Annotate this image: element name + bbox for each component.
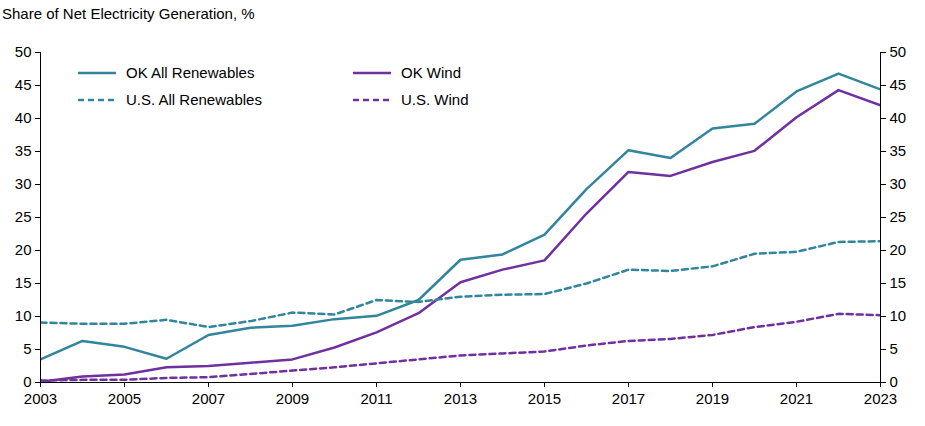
svg-text:35: 35 bbox=[890, 142, 907, 159]
svg-text:2003: 2003 bbox=[24, 390, 57, 407]
svg-text:2019: 2019 bbox=[696, 390, 729, 407]
svg-text:5: 5 bbox=[23, 340, 31, 357]
svg-text:2009: 2009 bbox=[276, 390, 309, 407]
svg-text:35: 35 bbox=[15, 142, 32, 159]
svg-text:2015: 2015 bbox=[528, 390, 561, 407]
html-text:U.S. Wind: U.S. Wind bbox=[401, 91, 469, 108]
svg-text:10: 10 bbox=[15, 307, 32, 324]
svg-text:30: 30 bbox=[15, 175, 32, 192]
svg-text:15: 15 bbox=[15, 274, 32, 291]
svg-text:2007: 2007 bbox=[192, 390, 225, 407]
svg-text:40: 40 bbox=[15, 109, 32, 126]
svg-text:20: 20 bbox=[890, 241, 907, 258]
html-text:OK All Renewables: OK All Renewables bbox=[126, 64, 255, 81]
html-text:U.S. All Renewables: U.S. All Renewables bbox=[126, 91, 262, 108]
html-text:OK Wind: OK Wind bbox=[401, 64, 461, 81]
svg-text:45: 45 bbox=[15, 76, 32, 93]
svg-text:25: 25 bbox=[15, 208, 32, 225]
svg-text:2005: 2005 bbox=[108, 390, 141, 407]
svg-text:20: 20 bbox=[15, 241, 32, 258]
svg-text:2017: 2017 bbox=[612, 390, 645, 407]
svg-text:0: 0 bbox=[890, 373, 898, 390]
svg-text:10: 10 bbox=[890, 307, 907, 324]
html-text:Share of Net Electricity Gener: Share of Net Electricity Generation, % bbox=[2, 5, 255, 22]
svg-text:2021: 2021 bbox=[780, 390, 813, 407]
svg-text:40: 40 bbox=[890, 109, 907, 126]
svg-text:0: 0 bbox=[23, 373, 31, 390]
svg-text:2013: 2013 bbox=[444, 390, 477, 407]
svg-text:25: 25 bbox=[890, 208, 907, 225]
svg-text:5: 5 bbox=[890, 340, 898, 357]
svg-text:2023: 2023 bbox=[864, 390, 897, 407]
svg-text:50: 50 bbox=[890, 43, 907, 60]
svg-text:45: 45 bbox=[890, 76, 907, 93]
svg-text:30: 30 bbox=[890, 175, 907, 192]
svg-text:2011: 2011 bbox=[360, 390, 392, 407]
svg-text:15: 15 bbox=[890, 274, 907, 291]
svg-text:50: 50 bbox=[15, 43, 32, 60]
